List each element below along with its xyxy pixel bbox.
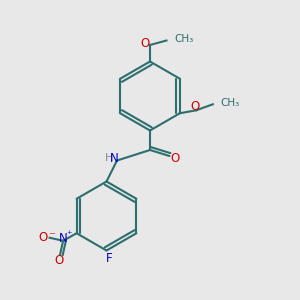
Text: N: N (110, 152, 119, 166)
Text: O: O (54, 254, 63, 267)
Text: O: O (170, 152, 179, 165)
Text: ⁺: ⁺ (66, 230, 72, 240)
Text: ⁻: ⁻ (48, 230, 56, 243)
Text: CH₃: CH₃ (220, 98, 240, 108)
Text: O: O (140, 37, 149, 50)
Text: H: H (104, 153, 113, 163)
Text: O: O (190, 100, 200, 113)
Text: O: O (38, 231, 48, 244)
Text: N: N (59, 232, 68, 245)
Text: CH₃: CH₃ (174, 34, 193, 44)
Text: F: F (106, 251, 113, 265)
